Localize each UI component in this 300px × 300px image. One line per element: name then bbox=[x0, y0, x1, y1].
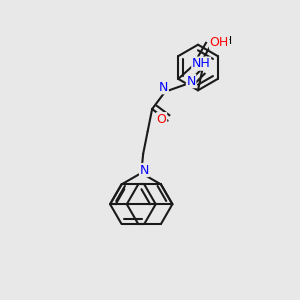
Text: OH: OH bbox=[209, 36, 229, 49]
Text: OH: OH bbox=[215, 36, 232, 46]
Text: O: O bbox=[157, 113, 166, 126]
Text: N: N bbox=[159, 81, 168, 94]
Text: NH: NH bbox=[192, 57, 211, 70]
Text: N: N bbox=[186, 75, 196, 88]
Text: N: N bbox=[140, 164, 149, 176]
